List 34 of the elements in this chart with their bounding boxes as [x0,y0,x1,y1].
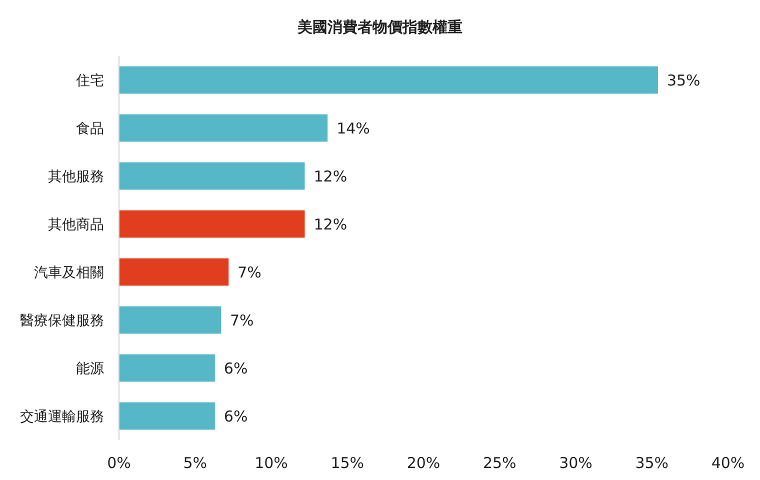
bar [119,354,215,382]
chart-title: 美國消費者物價指數權重 [296,18,462,36]
x-tick-label: 30% [559,454,592,472]
data-label: 7% [230,312,254,330]
data-label: 7% [238,264,262,282]
x-tick-label: 20% [406,454,440,472]
bar [119,210,305,238]
x-tick-label: 40% [711,454,745,472]
y-tick-label: 其他商品 [48,217,104,233]
data-label: 14% [336,120,370,138]
data-label: 6% [224,408,248,426]
bar [119,306,222,334]
bar [119,66,658,94]
y-tick-label: 能源 [76,361,104,377]
data-label: 12% [314,216,348,234]
bar [119,162,305,190]
x-tick-label: 15% [330,454,364,472]
data-label: 6% [224,360,248,378]
x-tick-label: 10% [254,454,288,472]
y-tick-label: 食品 [76,121,104,137]
y-tick-label: 醫療保健服務 [20,313,104,329]
bar [119,258,229,286]
y-tick-label: 其他服務 [48,169,104,185]
bar [119,114,328,142]
y-tick-label: 住宅 [75,73,104,89]
x-tick-label: 0% [107,454,131,472]
x-tick-label: 25% [482,454,516,472]
x-tick-label: 5% [183,454,208,472]
y-tick-label: 汽車及相關 [34,265,104,281]
data-label: 35% [666,72,700,90]
bar [119,402,215,430]
x-tick-label: 35% [635,454,669,472]
data-label: 12% [314,168,348,186]
y-tick-label: 交通運輸服務 [20,409,104,425]
